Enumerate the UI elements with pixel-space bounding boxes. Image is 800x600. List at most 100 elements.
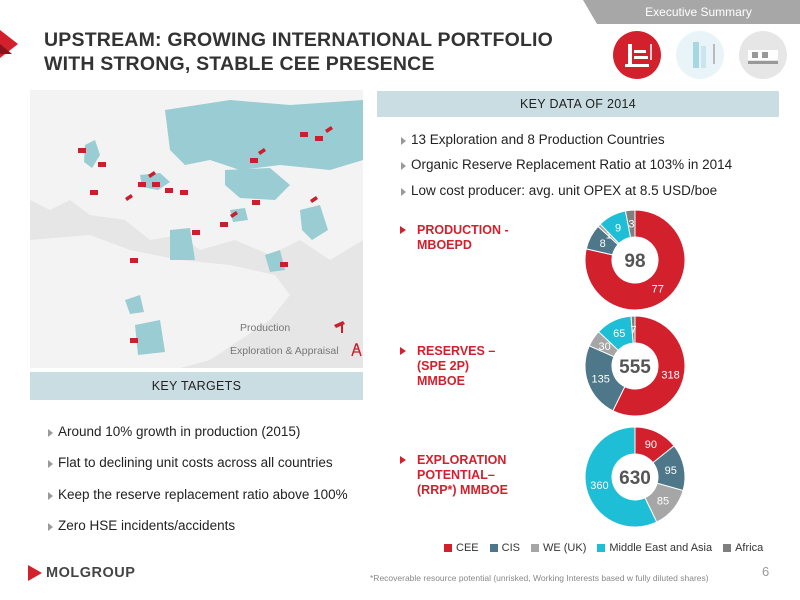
exploration-chart-label: EXPLORATION POTENTIAL– (RRP*) MMBOE [400,453,508,498]
list-item: Zero HSE incidents/accidents [47,518,236,533]
donut-value-label: 65 [613,328,625,340]
chart-label-line: (RRP*) MMBOE [417,483,508,497]
production-legend-icon [334,321,345,333]
list-item: Flat to declining unit costs across all … [48,455,333,470]
logo-text: MOLGROUP [46,565,136,581]
exploration-marker [300,132,308,137]
donut-value-label: 90 [645,439,657,451]
donut-value-label: 30 [598,341,610,353]
exploration-donut-chart: 90 95 85 360 630 [584,426,686,528]
list-item: 13 Exploration and 8 Production Countrie… [401,132,665,147]
list-item: Keep the reserve replacement ratio above… [48,487,348,502]
legend-swatch [597,544,606,552]
exploration-marker [192,230,200,235]
exploration-marker [130,338,138,343]
kurdistan-region [230,208,248,222]
legend-swatch [489,544,498,552]
reserves-chart-label: RESERVES – (SPE 2P) MMBOE [399,344,496,389]
map-legend-exploration: Exploration & Appraisal [230,345,339,357]
chart-label-line: POTENTIAL– [417,468,495,482]
donut-center [612,237,658,283]
exploration-marker [130,258,138,263]
exploration-marker [250,158,258,163]
legend-swatch [723,544,732,552]
donut-center [612,343,658,389]
donut-total-label: 555 [619,357,651,378]
legend-label: CEE [456,542,479,554]
page-title-line2: WITH STRONG, STABLE CEE PRESENCE [44,53,435,75]
key-targets-header: KEY TARGETS [30,372,363,400]
donut-value-label: 135 [592,373,610,385]
legend-item-we-uk: WE (UK) [530,542,587,554]
exploration-legend-icon [351,343,362,357]
donut-value-label: 85 [657,495,669,507]
legend-item-africa: Africa [723,542,763,554]
list-item: Low cost producer: avg. unit OPEX at 8.5… [400,183,718,198]
legend-swatch [444,544,452,552]
list-item: Around 10% growth in production (2015) [47,424,301,439]
chart-legend: CEE CIS WE (UK) Middle East and Asia Afr… [444,542,763,554]
map-legend-production: Production [240,322,291,334]
donut-total-label: 98 [624,251,645,272]
list-item: Organic Reserve Replacement Ratio at 103… [400,157,733,172]
russia-region [165,100,363,170]
pakistan-region [300,205,328,240]
section-tab[interactable]: Executive Summary [583,0,800,24]
legend-label: CIS [501,542,520,554]
legend-item-middle-east-asia: Middle East and Asia [597,542,712,554]
map-markers [78,126,333,343]
key-data-header: KEY DATA OF 2014 [377,91,779,117]
exploration-marker [315,136,323,141]
kazakhstan-region [225,168,290,200]
legend-item-cis: CIS [489,542,520,554]
mol-group-logo[interactable]: MOLGROUP [28,565,135,581]
donut-value-label: 1 [606,230,612,242]
downstream-badge-icon[interactable] [675,30,725,80]
exploration-marker [98,162,106,167]
legend-label: Africa [735,542,764,554]
chart-label-line: RESERVES – [417,344,496,358]
upstream-badge-icon[interactable] [612,30,662,80]
page-number: 6 [762,564,770,579]
egypt-region [170,228,195,260]
exploration-marker [220,222,228,227]
exploration-marker [138,182,146,187]
chart-label-line: PRODUCTION - [417,223,509,237]
legend-swatch [530,544,539,552]
exploration-marker [180,190,188,195]
donut-value-label: 7 [630,325,636,337]
operations-map [30,90,363,368]
key-data-title: KEY DATA OF 2014 [520,97,636,111]
chart-label-line: MMBOE [417,374,465,388]
exploration-marker [252,200,260,205]
legend-label: WE (UK) [542,542,587,554]
key-targets-title: KEY TARGETS [151,379,242,393]
uk-region [84,140,100,168]
page-title: UPSTREAM: GROWING INTERNATIONAL PORTFOLI… [44,28,553,76]
chart-label-line: MBOEPD [417,238,472,252]
donut-center [612,454,658,500]
chart-label-line: EXPLORATION [417,453,507,467]
exploration-marker [152,182,160,187]
donut-value-label: 9 [615,223,621,235]
donut-total-label: 630 [619,468,651,489]
exploration-marker [165,188,173,193]
exploration-marker [90,190,98,195]
chart-label-line: (SPE 2P) [417,359,470,373]
exploration-marker [280,262,288,267]
page-title-line1: UPSTREAM: GROWING INTERNATIONAL PORTFOLI… [44,29,554,51]
cee-region [140,173,170,190]
cameroon-region [125,295,144,314]
section-tab-label: Executive Summary [645,5,752,19]
donut-value-label: 77 [652,284,664,296]
production-chart-label: PRODUCTION - MBOEPD [400,223,509,253]
donut-value-label: 95 [665,465,677,477]
brand-accent-shadow [0,44,12,54]
donut-value-label: 360 [590,480,608,492]
angola-region [135,320,165,355]
legend-label: Middle East and Asia [609,542,713,554]
gas-midstream-badge-icon[interactable] [738,30,788,80]
legend-item-cee: CEE [444,542,479,554]
footnote: *Recoverable resource potential (unriske… [370,573,709,583]
